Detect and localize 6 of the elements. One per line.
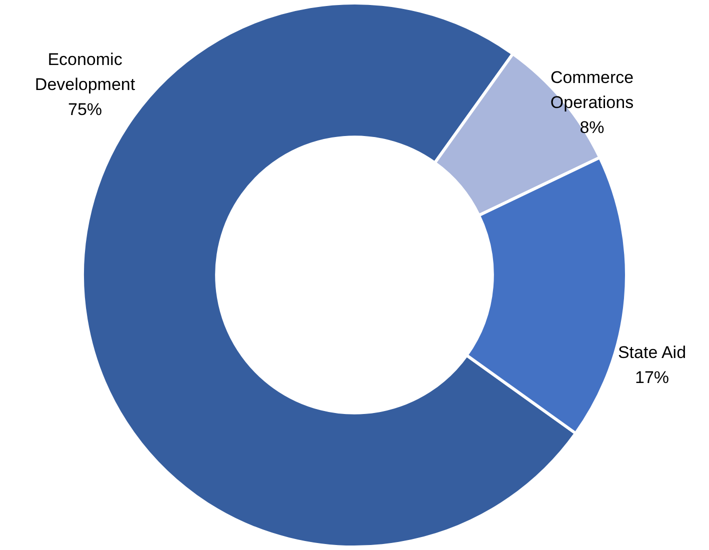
data-label: 17% (634, 368, 670, 387)
slice-label: Economic Development (34, 50, 136, 94)
slice-label: State Aid (618, 343, 686, 362)
data-label: 8% (580, 118, 604, 137)
data-label: 75% (68, 100, 102, 119)
slice-label: Commerce Operations (550, 68, 634, 112)
